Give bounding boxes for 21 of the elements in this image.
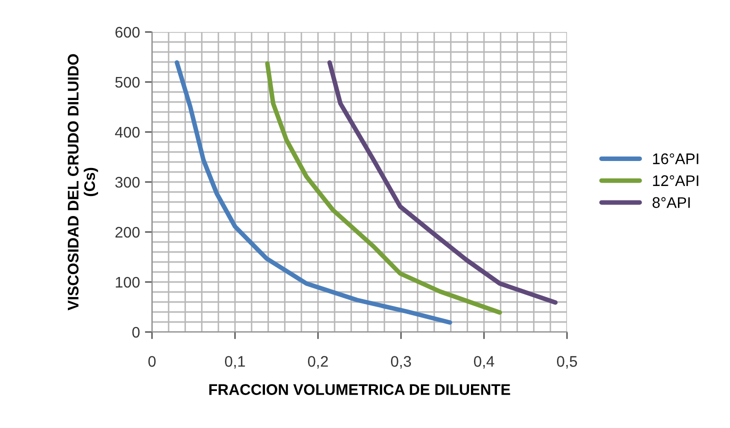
legend-label: 12°API bbox=[653, 175, 698, 186]
x-tick-label: 0 bbox=[148, 356, 156, 367]
line-series bbox=[327, 60, 558, 305]
y-tick-label: 200 bbox=[115, 226, 140, 238]
x-tick-label: 0,1 bbox=[224, 356, 245, 369]
y-tick-label: 500 bbox=[115, 76, 140, 88]
line-series bbox=[265, 61, 502, 315]
x-tick-label: 0,3 bbox=[390, 356, 411, 369]
legend-label: 8°API bbox=[652, 197, 690, 208]
x-tick-label: 0,2 bbox=[308, 356, 328, 369]
y-axis-title: VISCOSIDAD DEL CRUDO DILUIDO (Cs) bbox=[68, 54, 98, 310]
y-tick-label: 600 bbox=[115, 26, 140, 38]
legend-label: 16°API bbox=[653, 153, 698, 164]
x-tick-label: 0,5 bbox=[556, 356, 577, 369]
y-tick-label: 0 bbox=[132, 326, 140, 338]
y-tick-label: 300 bbox=[115, 176, 140, 188]
y-tick-label: 400 bbox=[115, 126, 140, 138]
y-tick-label: 100 bbox=[116, 276, 140, 288]
x-axis-title: FRACCION VOLUMETRICA DE DILUENTE bbox=[209, 384, 510, 395]
line-series bbox=[174, 60, 452, 325]
x-tick-label: 0,4 bbox=[474, 356, 494, 369]
